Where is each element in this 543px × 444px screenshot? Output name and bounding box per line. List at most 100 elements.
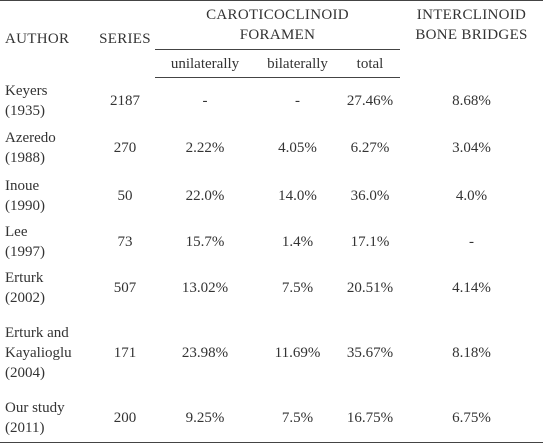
value-cell: 35.67%: [340, 312, 400, 394]
cell-text: 2187: [110, 92, 140, 109]
subheader-text: unilaterally: [170, 55, 240, 72]
subheader-text: bilaterally: [267, 55, 328, 72]
author-text: (2004): [5, 365, 45, 381]
author-cell: Keyers (1935): [0, 78, 95, 125]
value-cell: -: [255, 78, 340, 125]
cell-text: 270: [113, 140, 137, 156]
value-cell: -: [400, 220, 543, 264]
author-text: (1997): [5, 244, 45, 260]
table-body: Keyers (1935) 2187 - - 27.46% 8.68% Azeredo (198…: [0, 78, 543, 443]
value-cell: 27.46%: [340, 78, 400, 125]
value-cell: 50: [95, 172, 155, 220]
value-cell: 4.14%: [400, 264, 543, 312]
cell-text: 171: [113, 345, 137, 361]
cell-text: 14.0%: [278, 188, 317, 204]
author-text: (1990): [5, 198, 45, 214]
value-cell: 8.18%: [400, 312, 543, 394]
author-text: Kayalioglu: [5, 345, 72, 361]
cell-text: 16.75%: [346, 410, 394, 426]
cell-text: 8.18%: [452, 345, 491, 361]
cell-text: 35.67%: [346, 345, 394, 361]
cell-text: 507: [113, 280, 137, 296]
value-cell: 3.04%: [400, 124, 543, 172]
cell-text: 2.22%: [185, 140, 225, 156]
header-text: FORAMEN: [239, 27, 316, 43]
header-text: BONE BRIDGES: [415, 27, 528, 43]
value-cell: 507: [95, 264, 155, 312]
value-cell: 6.75%: [400, 394, 543, 443]
header-cell: SERIES: [95, 0, 155, 78]
cell-text: 200: [113, 410, 137, 426]
subheader-cell: bilaterally: [255, 49, 340, 78]
header-text: SERIES: [99, 31, 151, 48]
value-cell: 15.7%: [155, 220, 255, 264]
value-cell: 73: [95, 220, 155, 264]
value-cell: -: [155, 78, 255, 125]
value-cell: 2187: [95, 78, 155, 125]
value-cell: 9.25%: [155, 394, 255, 443]
value-cell: 4.05%: [255, 124, 340, 172]
cell-text: 4.14%: [452, 280, 491, 296]
cell-text: 20.51%: [346, 280, 394, 296]
cell-text: 8.68%: [452, 92, 491, 109]
value-cell: 8.68%: [400, 78, 543, 125]
value-cell: 14.0%: [255, 172, 340, 220]
cell-text: 7.5%: [281, 410, 314, 426]
cell-text: 4.05%: [278, 140, 317, 156]
value-cell: 4.0%: [400, 172, 543, 220]
header-cell: INTERCLINOID BONE BRIDGES: [400, 0, 543, 78]
cell-text: -: [202, 93, 208, 109]
header-row: AUTHOR SERIES CAROTICOCLINOID FORAMEN INT…: [0, 0, 543, 78]
table-row: Erturk and Kayalioglu (2004) 171 23.98% 11.69…: [0, 312, 543, 394]
header-text: AUTHOR: [5, 31, 70, 48]
cell-text: 13.02%: [181, 280, 229, 296]
table-row: Our study (2011) 200 9.25% 7.5% 16.75% 6.75%: [0, 394, 543, 443]
cell-text: 1.4%: [281, 234, 314, 250]
cell-text: 73: [117, 234, 133, 250]
header-text: INTERCLINOID: [416, 7, 527, 23]
value-cell: 7.5%: [255, 264, 340, 312]
subheader-text: total: [356, 55, 384, 72]
value-cell: 1.4%: [255, 220, 340, 264]
table-row: Azeredo (1988) 270 2.22% 4.05% 6.27% 3.04%: [0, 124, 543, 172]
subheader-cell: unilaterally: [155, 49, 255, 78]
value-cell: 16.75%: [340, 394, 400, 443]
header-cell: AUTHOR: [0, 0, 95, 78]
value-cell: 6.27%: [340, 124, 400, 172]
author-text: Azeredo: [5, 130, 56, 146]
author-text: Inoue: [5, 178, 40, 194]
author-cell: Inoue (1990): [0, 172, 95, 220]
value-cell: 11.69%: [255, 312, 340, 394]
header-cell: CAROTICOCLINOID FORAMEN: [155, 0, 400, 50]
cell-text: 6.27%: [350, 140, 390, 156]
value-cell: 270: [95, 124, 155, 172]
value-cell: 22.0%: [155, 172, 255, 220]
table-row: Inoue (1990) 50 22.0% 14.0% 36.0% 4.0%: [0, 172, 543, 220]
cell-text: 9.25%: [185, 410, 225, 426]
cell-text: 17.1%: [350, 234, 390, 250]
value-cell: 36.0%: [340, 172, 400, 220]
value-cell: 2.22%: [155, 124, 255, 172]
author-text: Lee: [5, 224, 28, 240]
value-cell: 23.98%: [155, 312, 255, 394]
cell-text: 22.0%: [185, 188, 225, 204]
cell-text: -: [469, 234, 474, 250]
author-text: Erturk: [5, 270, 44, 286]
subheader-cell: total: [340, 49, 400, 78]
author-text: (2011): [5, 420, 45, 436]
cell-text: 4.0%: [455, 188, 488, 204]
author-cell: Our study (2011): [0, 394, 95, 443]
cell-text: 15.7%: [185, 234, 225, 250]
cell-text: 3.04%: [452, 140, 491, 156]
subheader-row: unilaterally bilaterally total: [0, 49, 543, 78]
value-cell: 171: [95, 312, 155, 394]
value-cell: 200: [95, 394, 155, 443]
value-cell: 20.51%: [340, 264, 400, 312]
author-cell: Lee (1997): [0, 220, 95, 264]
author-text: Erturk and: [5, 325, 69, 341]
cell-text: 50: [117, 188, 133, 204]
cell-text: 11.69%: [274, 345, 321, 361]
cell-text: 6.75%: [452, 410, 491, 426]
